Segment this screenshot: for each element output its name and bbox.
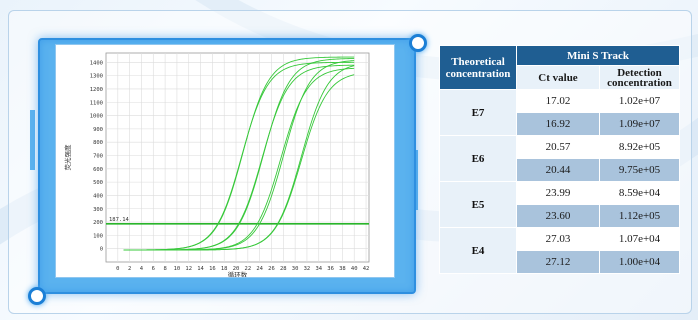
- table-row: E5 23.99 8.59e+04: [439, 181, 680, 228]
- x-tick-label: 34: [315, 266, 322, 272]
- y-tick-label: 100: [93, 233, 103, 239]
- detection-concentration-cell: 1.02e+07: [599, 89, 680, 113]
- x-tick-label: 22: [245, 266, 252, 272]
- threshold-label: 187.14: [109, 217, 130, 223]
- x-tick-label: 2: [128, 266, 131, 272]
- x-tick-label: 14: [197, 266, 204, 272]
- table-row: E6 20.57 8.92e+05: [439, 135, 680, 182]
- y-tick-label: 300: [93, 207, 103, 213]
- x-tick-label: 0: [116, 266, 119, 272]
- x-tick-label: 4: [140, 266, 144, 272]
- y-tick-label: 400: [93, 193, 103, 199]
- x-axis-label: 循环数: [228, 270, 248, 277]
- detection-concentration-cell: 8.92e+05: [599, 135, 680, 159]
- x-tick-label: 42: [363, 266, 370, 272]
- y-tick-label: 0: [100, 247, 103, 253]
- x-tick-label: 16: [209, 266, 216, 272]
- x-tick-label: 20: [233, 266, 240, 272]
- detection-concentration-cell: 1.09e+07: [599, 112, 680, 136]
- x-tick-label: 10: [174, 266, 181, 272]
- y-tick-label: 200: [93, 220, 103, 226]
- concentration-label: E5: [439, 181, 517, 228]
- y-tick-label: 1200: [90, 87, 103, 93]
- table-row: 23.60 1.12e+05: [440, 204, 680, 228]
- x-tick-label: 30: [292, 266, 299, 272]
- x-tick-label: 8: [163, 266, 166, 272]
- amplification-chart: 0 2 4 6 8 10 12 14 16 18 20 22 24 26 28 30 32 34 36 38 40 420…: [63, 52, 370, 279]
- detection-concentration-cell: 8.59e+04: [599, 181, 680, 205]
- ct-value-cell: 27.12: [516, 250, 600, 274]
- y-tick-label: 1000: [90, 114, 103, 120]
- x-tick-label: 6: [152, 266, 155, 272]
- detection-concentration-header: Detection concentration: [599, 65, 680, 90]
- y-tick-label: 700: [93, 154, 103, 160]
- ct-value-cell: 20.44: [516, 158, 600, 182]
- panel-corner-dot-top-right: [409, 34, 427, 52]
- chart-panel: 0 2 4 6 8 10 12 14 16 18 20 22 24 26 28 30 32 34 36 38 40 42 0…: [55, 44, 395, 279]
- ct-value-cell: 27.03: [516, 227, 600, 251]
- ct-value-cell: 16.92: [516, 112, 600, 136]
- y-tick-label: 600: [93, 167, 103, 173]
- x-tick-label: 32: [304, 266, 311, 272]
- x-tick-label: 40: [351, 266, 358, 272]
- x-tick-label: 24: [256, 266, 263, 272]
- table-row: E4 27.03 1.07e+04: [439, 227, 680, 274]
- x-tick-label: 36: [327, 266, 334, 272]
- table-row: 20.44 9.75e+05: [440, 158, 680, 182]
- table-row: 27.12 1.00e+04: [440, 250, 680, 274]
- concentration-label: E4: [439, 227, 517, 274]
- ct-value-table: Theoretical concentration Mini S Track C…: [439, 45, 680, 274]
- y-tick-label: 1400: [90, 60, 103, 66]
- y-tick-label: 1100: [90, 100, 103, 106]
- plot-area: [105, 52, 370, 263]
- y-tick-label: 1300: [90, 74, 103, 80]
- mini-s-track-header: Mini S Track: [516, 45, 680, 66]
- detection-concentration-cell: 1.00e+04: [599, 250, 680, 274]
- ct-value-header: Ct value: [516, 65, 600, 90]
- x-tick-label: 12: [185, 266, 192, 272]
- ct-value-cell: 23.60: [516, 204, 600, 228]
- amplification-curve: [123, 74, 355, 251]
- theoretical-concentration-header: Theoretical concentration: [439, 45, 517, 90]
- right-deco-bar: [414, 150, 418, 210]
- concentration-label: E6: [439, 135, 517, 182]
- x-tick-label: 26: [268, 266, 275, 272]
- x-tick-label: 18: [221, 266, 228, 272]
- panel-corner-dot-bottom-left: [28, 287, 46, 305]
- ct-value-cell: 20.57: [516, 135, 600, 159]
- detection-concentration-cell: 1.12e+05: [599, 204, 680, 228]
- detection-concentration-cell: 9.75e+05: [599, 158, 680, 182]
- ct-value-cell: 17.02: [516, 89, 600, 113]
- left-deco-bar: [30, 110, 35, 170]
- y-tick-label: 900: [93, 127, 103, 133]
- ct-value-cell: 23.99: [516, 181, 600, 205]
- concentration-label: E7: [439, 89, 517, 136]
- y-axis-label: 荧光强度: [63, 144, 72, 171]
- x-tick-label: 38: [339, 266, 346, 272]
- x-tick-label: 28: [280, 266, 287, 272]
- y-tick-label: 500: [93, 180, 103, 186]
- table-row: E7 17.02 1.02e+07: [439, 89, 680, 136]
- y-tick-label: 800: [93, 140, 103, 146]
- detection-concentration-cell: 1.07e+04: [599, 227, 680, 251]
